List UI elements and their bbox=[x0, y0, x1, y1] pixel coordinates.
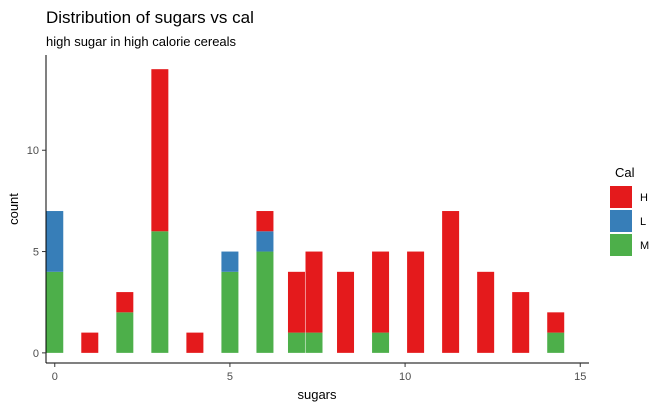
bar-segment-M-6 bbox=[256, 251, 274, 353]
legend-label-H: H bbox=[640, 192, 648, 204]
bar-segment-H-14 bbox=[512, 292, 530, 353]
x-tick-label: 5 bbox=[227, 371, 233, 383]
bar-segment-M-7 bbox=[287, 332, 305, 353]
chart-subtitle: high sugar in high calorie cereals bbox=[46, 34, 237, 49]
bar-segment-M-15 bbox=[547, 332, 565, 353]
legend-swatch-L bbox=[610, 210, 632, 232]
bar-segment-H-10 bbox=[372, 251, 390, 333]
legend-swatch-M bbox=[610, 234, 632, 256]
legend-label-L: L bbox=[640, 216, 646, 228]
chart-title: Distribution of sugars vs cal bbox=[46, 8, 254, 27]
bar-segment-H-6 bbox=[256, 211, 274, 232]
bar-segment-L-6 bbox=[256, 231, 274, 252]
bar-segment-M-0 bbox=[46, 271, 64, 353]
x-tick-label: 10 bbox=[399, 371, 411, 383]
bar-segment-H-11 bbox=[407, 251, 425, 353]
legend-label-M: M bbox=[640, 240, 649, 252]
y-tick-label: 5 bbox=[33, 247, 39, 259]
bar-segment-H-15 bbox=[547, 312, 565, 333]
legend: Cal HLM bbox=[610, 165, 649, 256]
x-axis-title: sugars bbox=[297, 387, 337, 402]
y-tick-label: 0 bbox=[33, 348, 39, 360]
legend-swatch-H bbox=[610, 186, 632, 208]
bar-segment-H-12 bbox=[442, 211, 460, 353]
bar-segment-H-9 bbox=[337, 271, 355, 353]
bar-segment-M-2 bbox=[116, 312, 134, 353]
bar-segment-M-3 bbox=[151, 231, 169, 353]
bar-segment-L-5 bbox=[221, 251, 239, 272]
legend-title: Cal bbox=[615, 165, 635, 180]
ticks-layer: 0 5 10 15 0 5 10 bbox=[27, 145, 587, 383]
bar-segment-M-8 bbox=[305, 332, 323, 353]
bar-segment-H-2 bbox=[116, 292, 134, 313]
bar-segment-H-7 bbox=[287, 271, 305, 333]
x-tick-label: 0 bbox=[52, 371, 58, 383]
bar-segment-M-10 bbox=[372, 332, 390, 353]
bars-layer bbox=[46, 69, 565, 353]
x-tick-label: 15 bbox=[574, 371, 586, 383]
bar-segment-L-0 bbox=[46, 211, 64, 272]
bar-segment-H-8 bbox=[305, 251, 323, 333]
y-axis-title: count bbox=[6, 193, 21, 225]
bar-segment-H-13 bbox=[477, 271, 495, 353]
bar-segment-H-4 bbox=[186, 332, 204, 353]
bar-segment-H-3 bbox=[151, 69, 169, 232]
y-tick-label: 10 bbox=[27, 145, 39, 157]
bar-segment-H-1 bbox=[81, 332, 99, 353]
bar-segment-M-5 bbox=[221, 271, 239, 353]
